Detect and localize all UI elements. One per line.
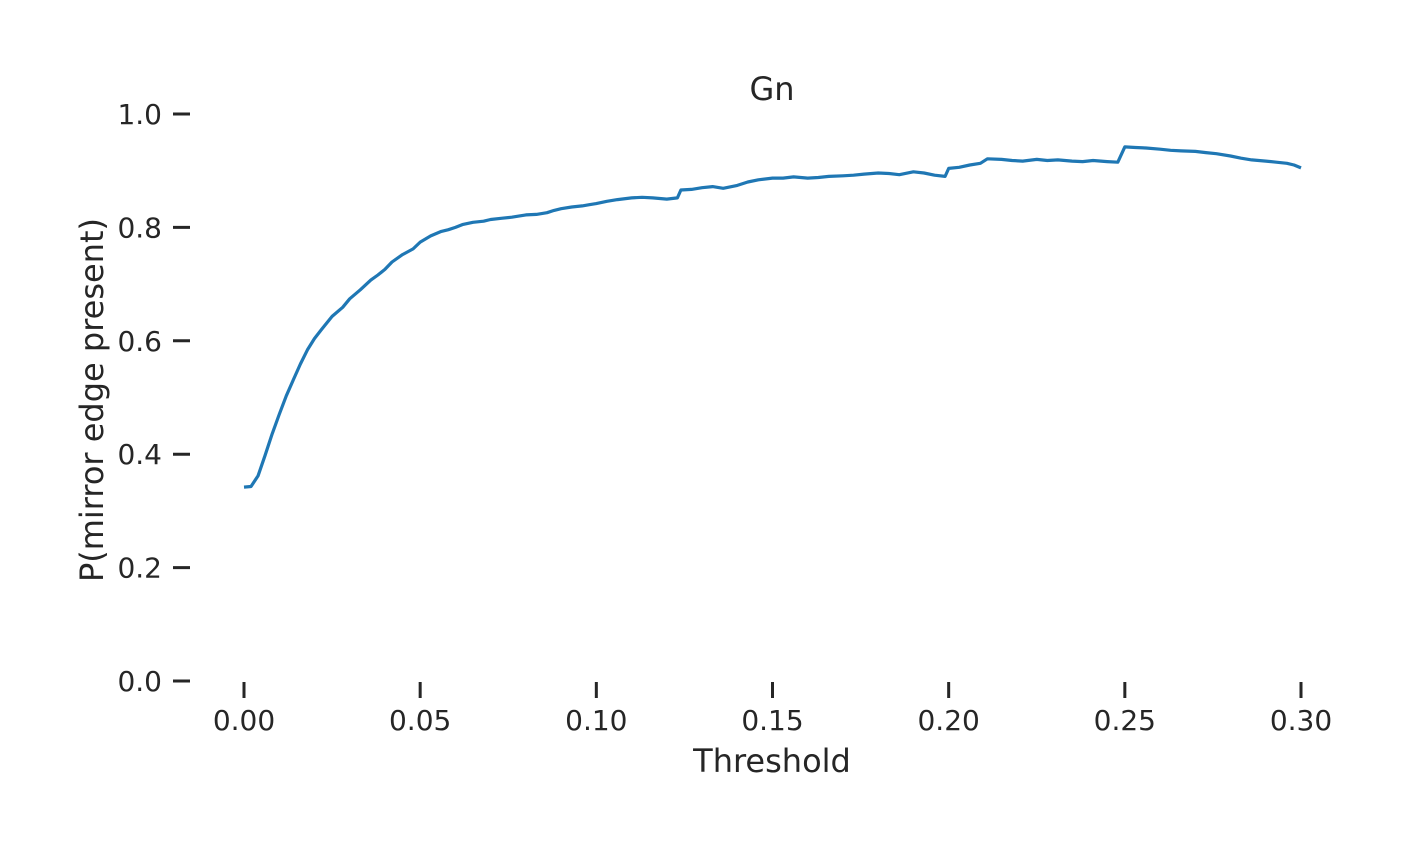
x-tick-label: 0.05 (389, 704, 451, 737)
y-tick-label: 0.6 (117, 325, 162, 358)
y-axis: 0.0 0.2 0.4 0.6 0.8 1.0 (117, 98, 190, 698)
x-tick-label: 0.25 (1094, 704, 1156, 737)
x-tick-label: 0.20 (917, 704, 979, 737)
series-line (243, 145, 1302, 489)
y-tick-label: 0.2 (117, 552, 162, 585)
y-tick-label: 0.4 (117, 438, 162, 471)
chart-title: Gn (749, 70, 794, 108)
y-tick-label: 0.0 (117, 665, 162, 698)
x-tick-label: 0.10 (565, 704, 627, 737)
x-tick-label: 0.00 (213, 704, 275, 737)
y-tick-label: 1.0 (117, 98, 162, 131)
y-axis-label: P(mirror edge present) (73, 218, 111, 582)
y-tick-label: 0.8 (117, 211, 162, 244)
x-tick-label: 0.15 (741, 704, 803, 737)
x-tick-label: 0.30 (1270, 704, 1332, 737)
x-axis-label: Threshold (692, 742, 851, 780)
x-axis: 0.00 0.05 0.10 0.15 0.20 0.25 0.30 (213, 682, 1332, 737)
